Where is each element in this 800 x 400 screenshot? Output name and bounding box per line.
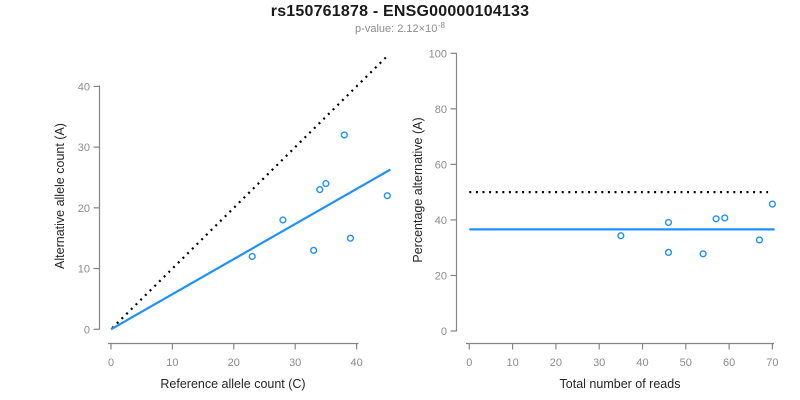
y-tick-label: 100 [429,48,447,60]
data-point [664,248,673,257]
x-tick-label: 40 [350,357,362,369]
y-axis-title: Percentage alternative (A) [411,117,425,262]
y-tick-label: 60 [435,159,447,171]
data-point [755,236,764,244]
data-point [721,214,729,222]
x-tick-label: 30 [289,357,301,369]
data-point [340,131,348,139]
data-point [346,234,355,242]
data-point [617,232,625,240]
x-tick-label: 10 [166,357,178,369]
x-tick-label: 0 [108,357,114,369]
y-tick-label: 20 [435,270,447,282]
percentage-panel: 0 10 20 30 40 50 60 70 0 20 40 60 80 100 Total number … [411,48,779,391]
y-tick-label: 30 [78,142,90,154]
data-point [248,252,256,261]
x-tick-label: 30 [593,357,605,369]
allele-counts-panel: 0 10 20 30 40 0 10 20 30 40 Reference allele count… [53,54,391,391]
x-tick-label: 50 [680,357,692,369]
fit-line [110,168,391,331]
x-tick-label: 40 [636,357,648,369]
data-point [712,215,720,223]
y-tick-label: 20 [78,203,90,215]
y-tick-label: 40 [435,215,447,227]
x-tick-label: 60 [723,357,735,369]
x-axis-title: Total number of reads [560,377,681,391]
y-tick-label: 0 [84,324,90,336]
data-point [664,218,673,227]
data-point [279,216,287,224]
x-tick-label: 10 [506,357,518,369]
data-point [699,250,707,258]
identity-line [111,54,390,329]
x-axis-title: Reference allele count (C) [160,377,305,391]
figure-subtitle: p-value: 2.12×10-8 [0,21,800,35]
data-point [383,192,391,200]
data-point [322,179,330,188]
y-tick-label: 10 [78,264,90,276]
data-point [768,200,777,208]
y-axis-title: Alternative allele count (A) [53,123,67,269]
x-tick-label: 0 [466,357,472,369]
x-tick-label: 20 [228,357,240,369]
y-tick-label: 80 [435,104,447,116]
x-tick-label: 20 [550,357,562,369]
figure-title: rs150761878 - ENSG00000104133 [270,3,530,20]
data-point [316,186,324,194]
pvalue-text: p-value: 2.12×10 [355,23,438,35]
pvalue-exponent: -8 [437,21,445,30]
y-tick-label: 40 [78,81,90,93]
data-point [310,246,318,254]
x-tick-label: 70 [766,357,778,369]
y-tick-label: 0 [441,326,447,338]
